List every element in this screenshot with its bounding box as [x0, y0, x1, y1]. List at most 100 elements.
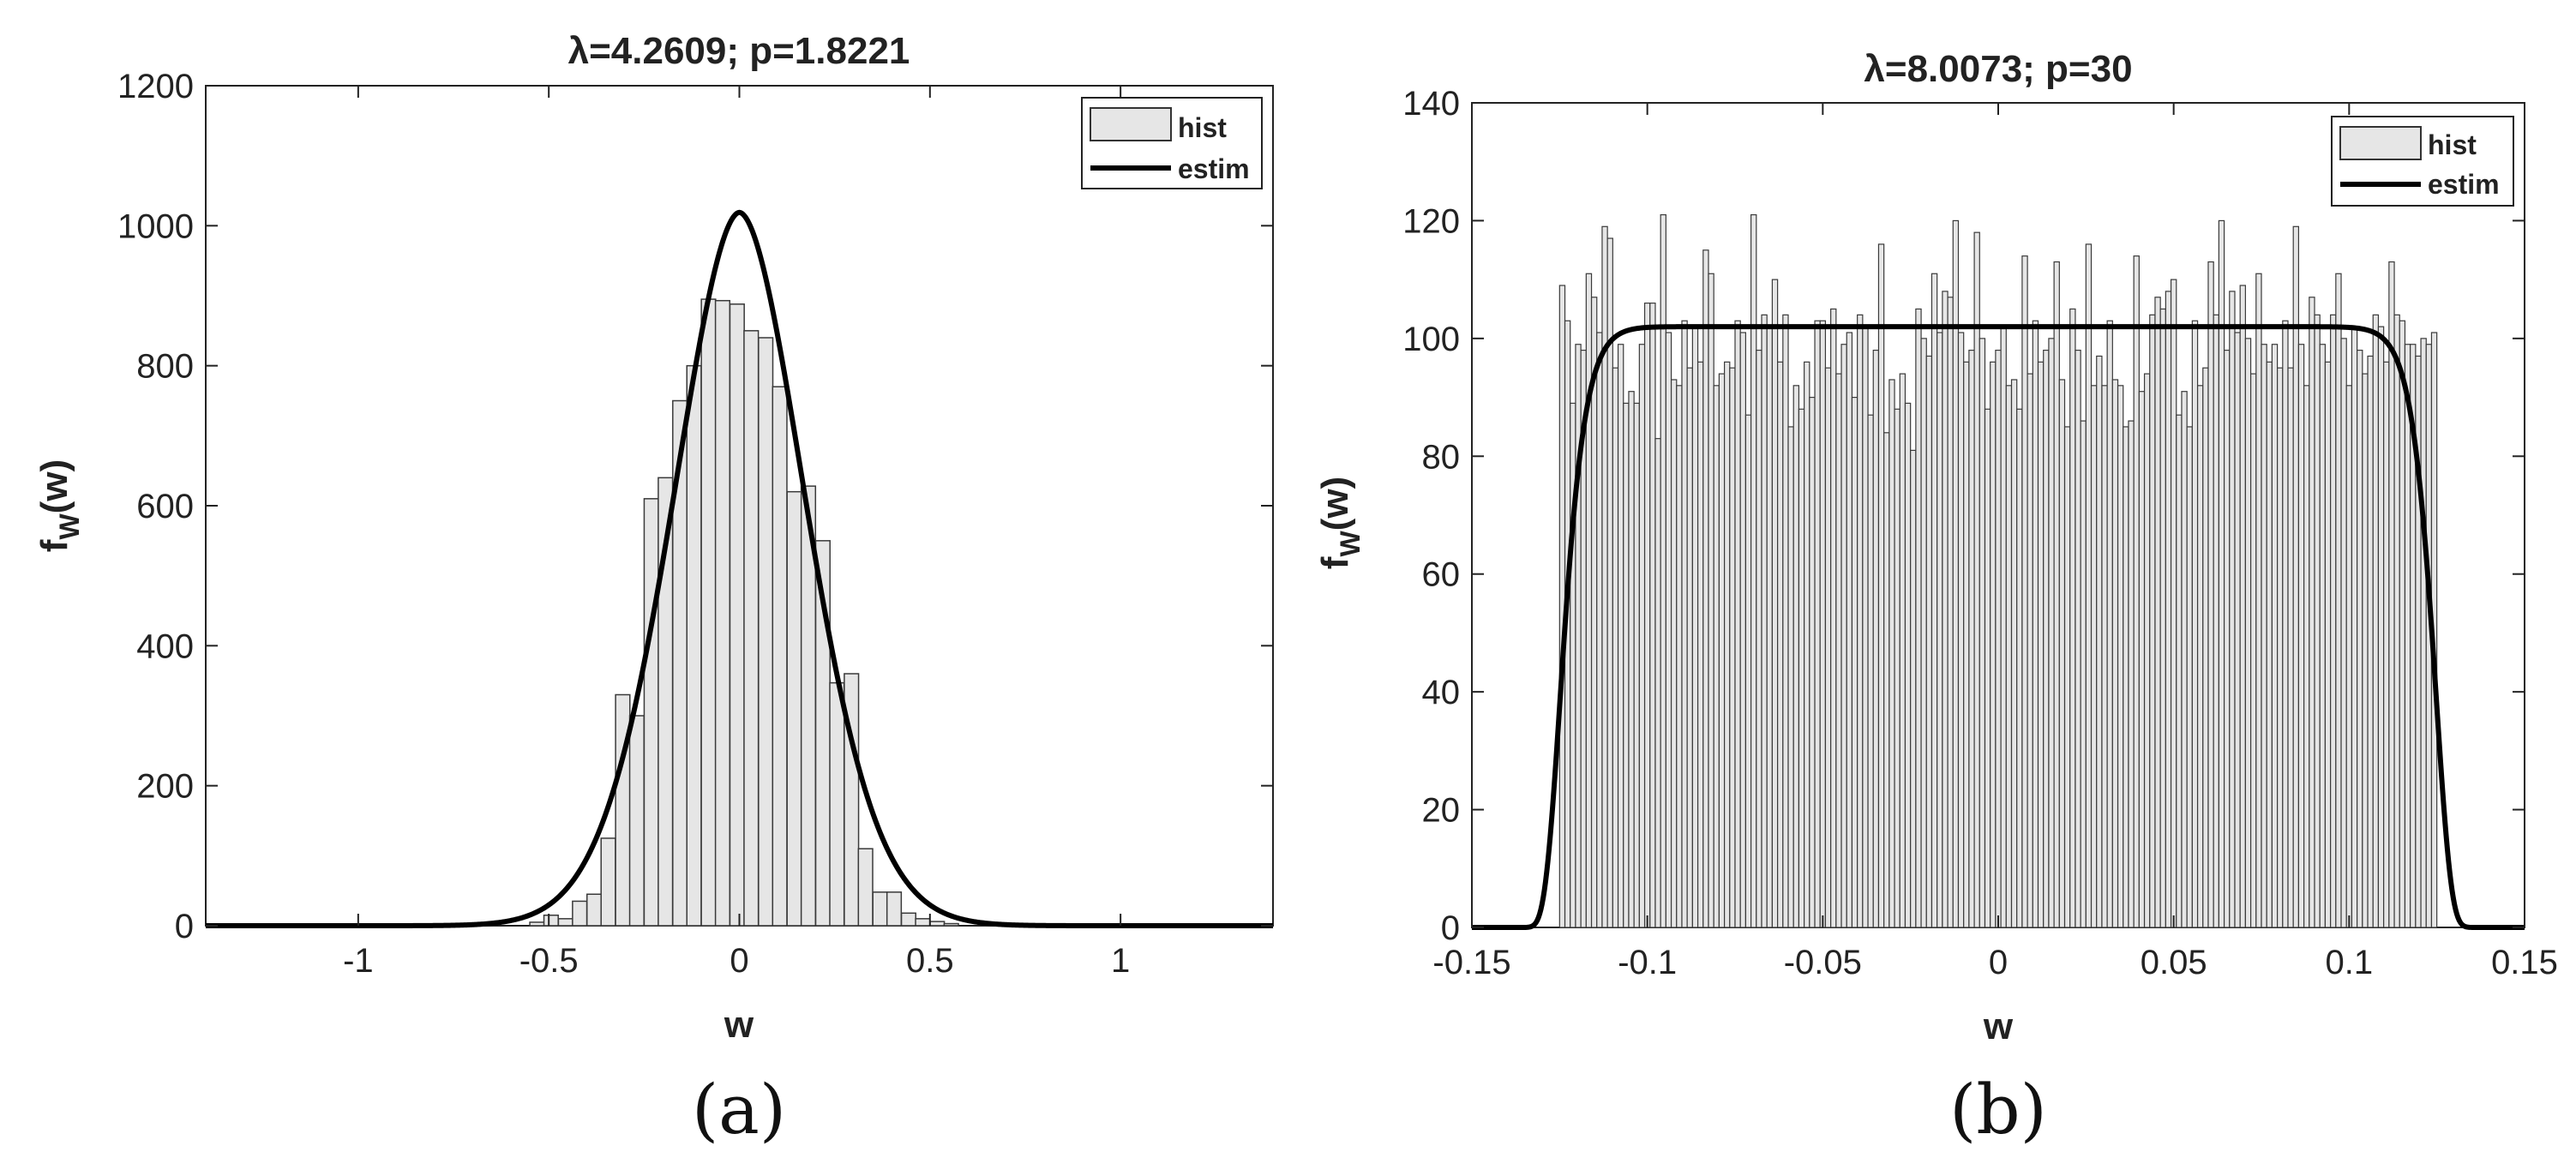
panel-b-hist-bar-157	[2393, 314, 2400, 928]
panel-b-x-tick-label-4: 0.05	[2141, 944, 2207, 981]
panel-b-x-label: w	[1983, 1005, 2014, 1047]
panel-a-y-label-tail: (w)	[33, 459, 75, 514]
panel-b-hist-bar-89	[2032, 320, 2039, 928]
panel-b-hist-bar-78	[1973, 231, 1980, 928]
panel-b-y-tick-label-0: 0	[1441, 909, 1460, 947]
panel-b-hist-bar-43	[1787, 426, 1794, 928]
panel-a-hist-bar-7	[628, 715, 645, 927]
panel-a-hist-bar-17	[772, 386, 788, 927]
panel-b-hist-bar-162	[2420, 338, 2427, 928]
panel-b-hist-bar-3	[1575, 344, 1582, 928]
panel-a-y-tick-label-5: 1000	[117, 207, 194, 245]
panel-b-hist-bar-156	[2388, 261, 2395, 928]
panel-a-y-label: fW(w)	[33, 459, 85, 552]
panel-b-hist-bar-72	[1942, 291, 1949, 928]
panel-b-y-label-main: f	[1314, 556, 1356, 569]
panel-b-hist-bar-145	[2330, 314, 2337, 928]
panel-a-y-label-sub: W	[54, 513, 85, 540]
panel-b-hist-bar-137	[2287, 367, 2294, 928]
panel-b-hist-bar-103	[2106, 320, 2113, 928]
panel-b-hist-bar-115	[2170, 279, 2177, 928]
panel-b-hist-bar-84	[2005, 385, 2013, 928]
panel-b-hist-bar-113	[2159, 308, 2166, 928]
panel-a-hist-bar-11	[686, 364, 702, 927]
panel-b-hist-bar-134	[2271, 344, 2279, 928]
panel-a-legend-hist-label: hist	[1178, 112, 1227, 143]
panel-b-hist-bar-92	[2048, 338, 2055, 928]
panel-b-hist-bar-86	[2016, 408, 2023, 928]
panel-b-hist-bar-20	[1665, 332, 1672, 928]
panel-b-hist-bar-33	[1734, 320, 1741, 928]
panel-a-y-tick-label-3: 600	[136, 488, 194, 525]
panel-b-hist-bar-114	[2165, 291, 2172, 928]
panel-a-hist-bar-15	[743, 330, 760, 927]
panel-b-hist-bar-140	[2303, 385, 2310, 928]
panel-b-hist-bar-108	[2133, 255, 2140, 928]
panel-b-hist-bar-41	[1777, 361, 1784, 928]
panel-b-hist-bar-42	[1782, 314, 1789, 928]
panel-b-hist-bar-130	[2250, 373, 2257, 928]
panel-a-x-tick-label-3: 0.5	[906, 942, 954, 980]
panel-b-y-tick-label-7: 140	[1402, 85, 1460, 123]
panel-a-estim-curve	[206, 209, 1273, 928]
panel-b-hist-bar-49	[1819, 320, 1827, 928]
panel-b-hist-bar-132	[2261, 344, 2267, 928]
panel-b-y-tick-label-3: 60	[1422, 556, 1461, 594]
panel-a-hist-bar-2	[557, 918, 573, 927]
panel-b-hist-bar-73	[1947, 297, 1954, 928]
panel-b-hist-bar-54	[1846, 332, 1853, 928]
panel-b-hist-bar-75	[1957, 332, 1965, 928]
panel-b-hist-bar-91	[2043, 350, 2050, 928]
panel-b-hist-bar-80	[1984, 408, 1991, 928]
panel-b-hist-bar-35	[1744, 414, 1752, 928]
panel-a-x-tick-label-4: 1	[1111, 942, 1130, 980]
panel-b-hist-bar-153	[2372, 314, 2380, 928]
panel-b-hist-bar-29	[1713, 385, 1720, 928]
panel-b-y-tick-label-6: 120	[1402, 202, 1460, 240]
panel-b-hist-bar-100	[2090, 385, 2098, 928]
panel-b-hist-bar-39	[1766, 326, 1774, 928]
panel-b-y-label: fW(w)	[1314, 477, 1366, 569]
panel-b-hist-bar-106	[2123, 426, 2129, 928]
panel-b-estim-curve	[1472, 324, 2525, 930]
panel-b-hist-bar-121	[2202, 367, 2209, 928]
panel-a-hist-bar-4	[586, 893, 603, 927]
panel-b-hist-bar-24	[1686, 367, 1693, 928]
panel-b-caption: (b)	[1949, 1070, 2047, 1149]
panel-a-legend: hist estim	[1081, 97, 1263, 189]
panel-a-hist-bar-13	[714, 299, 731, 927]
panel-b-hist-bar-81	[1990, 361, 1997, 928]
panel-a-y-label-main: f	[33, 539, 75, 552]
panel-b-hist-bar-11	[1617, 344, 1624, 928]
panel-b-hist-bar-66	[1910, 449, 1917, 928]
panel-b-hist-bar-88	[2027, 373, 2033, 928]
panel-a-x-label: w	[724, 1004, 754, 1046]
panel-b-hist-bar-105	[2117, 385, 2124, 928]
panel-b-hist-bar-94	[2058, 379, 2066, 928]
panel-a-hist-bar-5	[600, 837, 616, 927]
panel-b-y-tick-label-1: 20	[1422, 792, 1461, 830]
panel-b-x-tick-label-2: -0.05	[1784, 944, 1862, 981]
panel-b-hist-bar-38	[1761, 314, 1768, 928]
panel-a-histogram	[529, 298, 959, 927]
panel-b-hist-bar-141	[2309, 297, 2315, 928]
panel-b-hist-bar-53	[1840, 344, 1847, 928]
panel-b-hist-bar-12	[1623, 402, 1630, 928]
panel-b-hist-bar-136	[2282, 320, 2289, 928]
panel-b-legend-hist-label: hist	[2428, 129, 2477, 160]
panel-b-title: λ=8.0073; p=30	[1864, 48, 2132, 90]
panel-a-hist-bar-29	[943, 922, 959, 927]
panel-b-hist-bar-99	[2085, 243, 2093, 928]
panel-b-hist-bar-76	[1963, 361, 1970, 928]
panel-b-hist-bar-148	[2345, 385, 2353, 928]
panel-b-hist-bar-146	[2335, 273, 2342, 928]
panel-b-hist-bar-95	[2063, 426, 2071, 928]
panel-a-title: λ=4.2609; p=1.8221	[568, 30, 910, 72]
panel-b-hist-bar-77	[1968, 350, 1975, 928]
panel-a-hist-bar-16	[758, 337, 774, 927]
panel-b-hist-bar-133	[2266, 361, 2273, 928]
panel-b-hist-bar-71	[1937, 332, 1943, 928]
panel-a-y-tick-label-0: 0	[175, 908, 194, 945]
panel-b-hist-bar-152	[2367, 355, 2374, 928]
panel-b-hist-bar-93	[2053, 261, 2060, 928]
